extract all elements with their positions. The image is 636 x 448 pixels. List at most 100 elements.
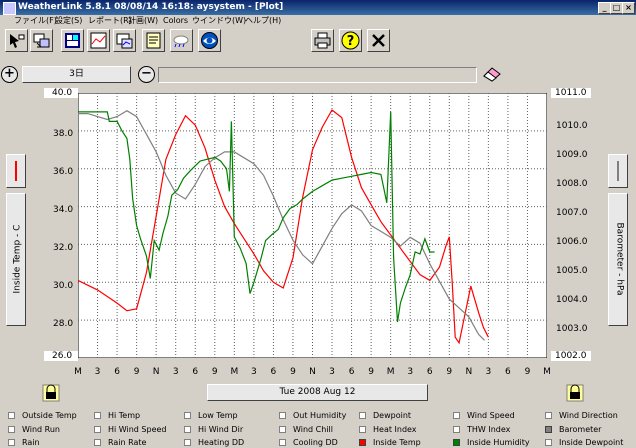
menu-colors[interactable]: Colors [163, 16, 189, 25]
right-series-color-button[interactable] [608, 154, 628, 188]
legend-label: Wind Direction [559, 411, 618, 420]
internet-button[interactable] [170, 29, 193, 52]
legend-checkbox-wind-chill[interactable] [279, 426, 286, 433]
menu-file[interactable]: ファイル(F) [14, 16, 57, 25]
eraser-icon [483, 67, 501, 82]
legend-label: Rain [22, 438, 40, 447]
plot-series [78, 109, 489, 345]
strip-chart-button[interactable] [113, 29, 136, 52]
eraser-button[interactable] [482, 64, 502, 82]
legend-label: Hi Wind Speed [108, 425, 167, 434]
legend-label: Cooling DD [293, 438, 338, 447]
menu-window[interactable]: ウインドウ(W) [192, 16, 247, 25]
legend-label: Dewpoint [373, 411, 412, 420]
legend-checkbox-wind-speed[interactable] [453, 412, 460, 419]
x-tick: M [230, 367, 239, 377]
notes-icon [146, 32, 161, 49]
legend-checkbox-dewpoint[interactable] [359, 412, 366, 419]
x-tick: 9 [446, 367, 453, 377]
menu-plan[interactable]: 計画(W) [128, 16, 159, 25]
legend-checkbox-cooling-dd[interactable] [279, 439, 286, 446]
download-button[interactable] [30, 29, 53, 52]
menu-help[interactable]: ヘルプ(H) [245, 16, 282, 25]
legend-checkbox-rain[interactable] [8, 439, 15, 446]
x-tick: N [465, 367, 473, 377]
y-left-tick: 30.0 [53, 281, 74, 291]
legend-checkbox-heat-index[interactable] [359, 426, 366, 433]
legend-label: Out Humidity [293, 411, 347, 420]
menu-report[interactable]: レポート(R) [88, 16, 132, 25]
noaa-icon [201, 32, 218, 49]
data-info-field [158, 67, 477, 83]
notes-button[interactable] [142, 29, 165, 52]
x-tick: 3 [94, 367, 101, 377]
legend-label: Barometer [559, 425, 602, 434]
legend-label: Outside Temp [22, 411, 77, 420]
legend-checkbox-inside-humidity[interactable] [453, 439, 460, 446]
right-axis-label: Barometer - hPa [614, 222, 625, 296]
title-bar: WeatherLink 5.8.1 08/08/14 16:18: aysyst… [0, 0, 636, 15]
legend-checkbox-wind-run[interactable] [8, 426, 15, 433]
range-label: 3日 [69, 69, 84, 79]
y-left-tick: 26.0 [44, 351, 79, 361]
help-button[interactable]: ? [339, 29, 362, 52]
bulletin-button[interactable] [61, 29, 84, 52]
x-tick: M [74, 367, 82, 377]
x-tick: 6 [348, 367, 355, 377]
right-series-swatch [617, 161, 619, 181]
legend-label: THW Index [467, 425, 511, 434]
zoom-in-button[interactable]: + [1, 66, 18, 83]
legend-checkbox-heating-dd[interactable] [184, 439, 191, 446]
left-axis-label-button[interactable]: Inside Temp - C [6, 193, 26, 326]
bulletin-icon [65, 33, 80, 48]
app-icon [3, 2, 16, 15]
y-left-tick: 34.0 [53, 205, 74, 215]
legend-checkbox-low-temp[interactable] [184, 412, 191, 419]
help-icon: ? [341, 31, 360, 50]
noaa-button[interactable] [198, 29, 221, 52]
legend-checkbox-inside-dewpoint[interactable] [545, 439, 552, 446]
x-tick: 6 [426, 367, 433, 377]
left-lock-button[interactable] [42, 384, 60, 402]
legend-label: Hi Wind Dir [198, 425, 244, 434]
date-button[interactable]: Tue 2008 Aug 12 [207, 384, 428, 401]
left-series-color-button[interactable] [6, 154, 26, 188]
legend-checkbox-thw-index[interactable] [453, 426, 460, 433]
legend-checkbox-rain-rate[interactable] [94, 439, 101, 446]
close-plot-button[interactable] [367, 29, 390, 52]
close-icon [372, 34, 385, 47]
left-axis-label: Inside Temp - C [12, 224, 23, 294]
x-tick: N [309, 367, 316, 377]
close-window-button[interactable]: × [622, 2, 635, 14]
menu-bar: ファイル(F) 設定(S) レポート(R) 計画(W) Colors ウインドウ… [0, 15, 636, 27]
y-right-tick: 1003.0 [556, 324, 588, 334]
strip-chart-icon [116, 33, 133, 49]
y-right-tick: 1004.0 [556, 295, 588, 305]
lock-icon [566, 384, 584, 402]
legend-label: Rain Rate [108, 438, 147, 447]
legend-checkbox-hi-wind-dir[interactable] [184, 426, 191, 433]
y-right-tick: 1010.0 [556, 121, 588, 131]
select-station-button[interactable] [5, 29, 28, 52]
zoom-out-button[interactable]: − [138, 66, 155, 83]
legend-checkbox-outside-temp[interactable] [8, 412, 15, 419]
right-lock-button[interactable] [566, 384, 584, 402]
menu-settings[interactable]: 設定(S) [55, 16, 83, 25]
y-right-tick: 1002.0 [551, 351, 591, 361]
plot-grid [78, 93, 547, 358]
legend-checkbox-wind-direction[interactable] [545, 412, 552, 419]
legend-checkbox-hi-wind-speed[interactable] [94, 426, 101, 433]
x-tick: M [386, 367, 395, 377]
plot-area[interactable] [78, 93, 547, 358]
y-right-tick: 1008.0 [556, 179, 588, 189]
legend-checkbox-inside-temp[interactable] [359, 439, 366, 446]
plus-icon: + [4, 66, 15, 81]
legend-checkbox-out-humidity[interactable] [279, 412, 286, 419]
right-axis-label-button[interactable]: Barometer - hPa [608, 193, 628, 326]
legend-checkbox-hi-temp[interactable] [94, 412, 101, 419]
legend-checkbox-barometer[interactable] [545, 426, 552, 433]
legend-label: Heating DD [198, 438, 245, 447]
plot-button[interactable] [87, 29, 110, 52]
print-button[interactable] [311, 29, 334, 52]
station-icon [10, 34, 25, 48]
